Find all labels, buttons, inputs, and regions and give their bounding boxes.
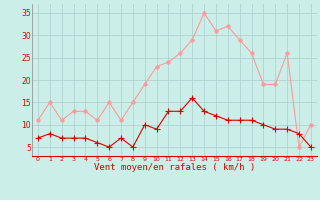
X-axis label: Vent moyen/en rafales ( km/h ): Vent moyen/en rafales ( km/h ) [94,163,255,172]
